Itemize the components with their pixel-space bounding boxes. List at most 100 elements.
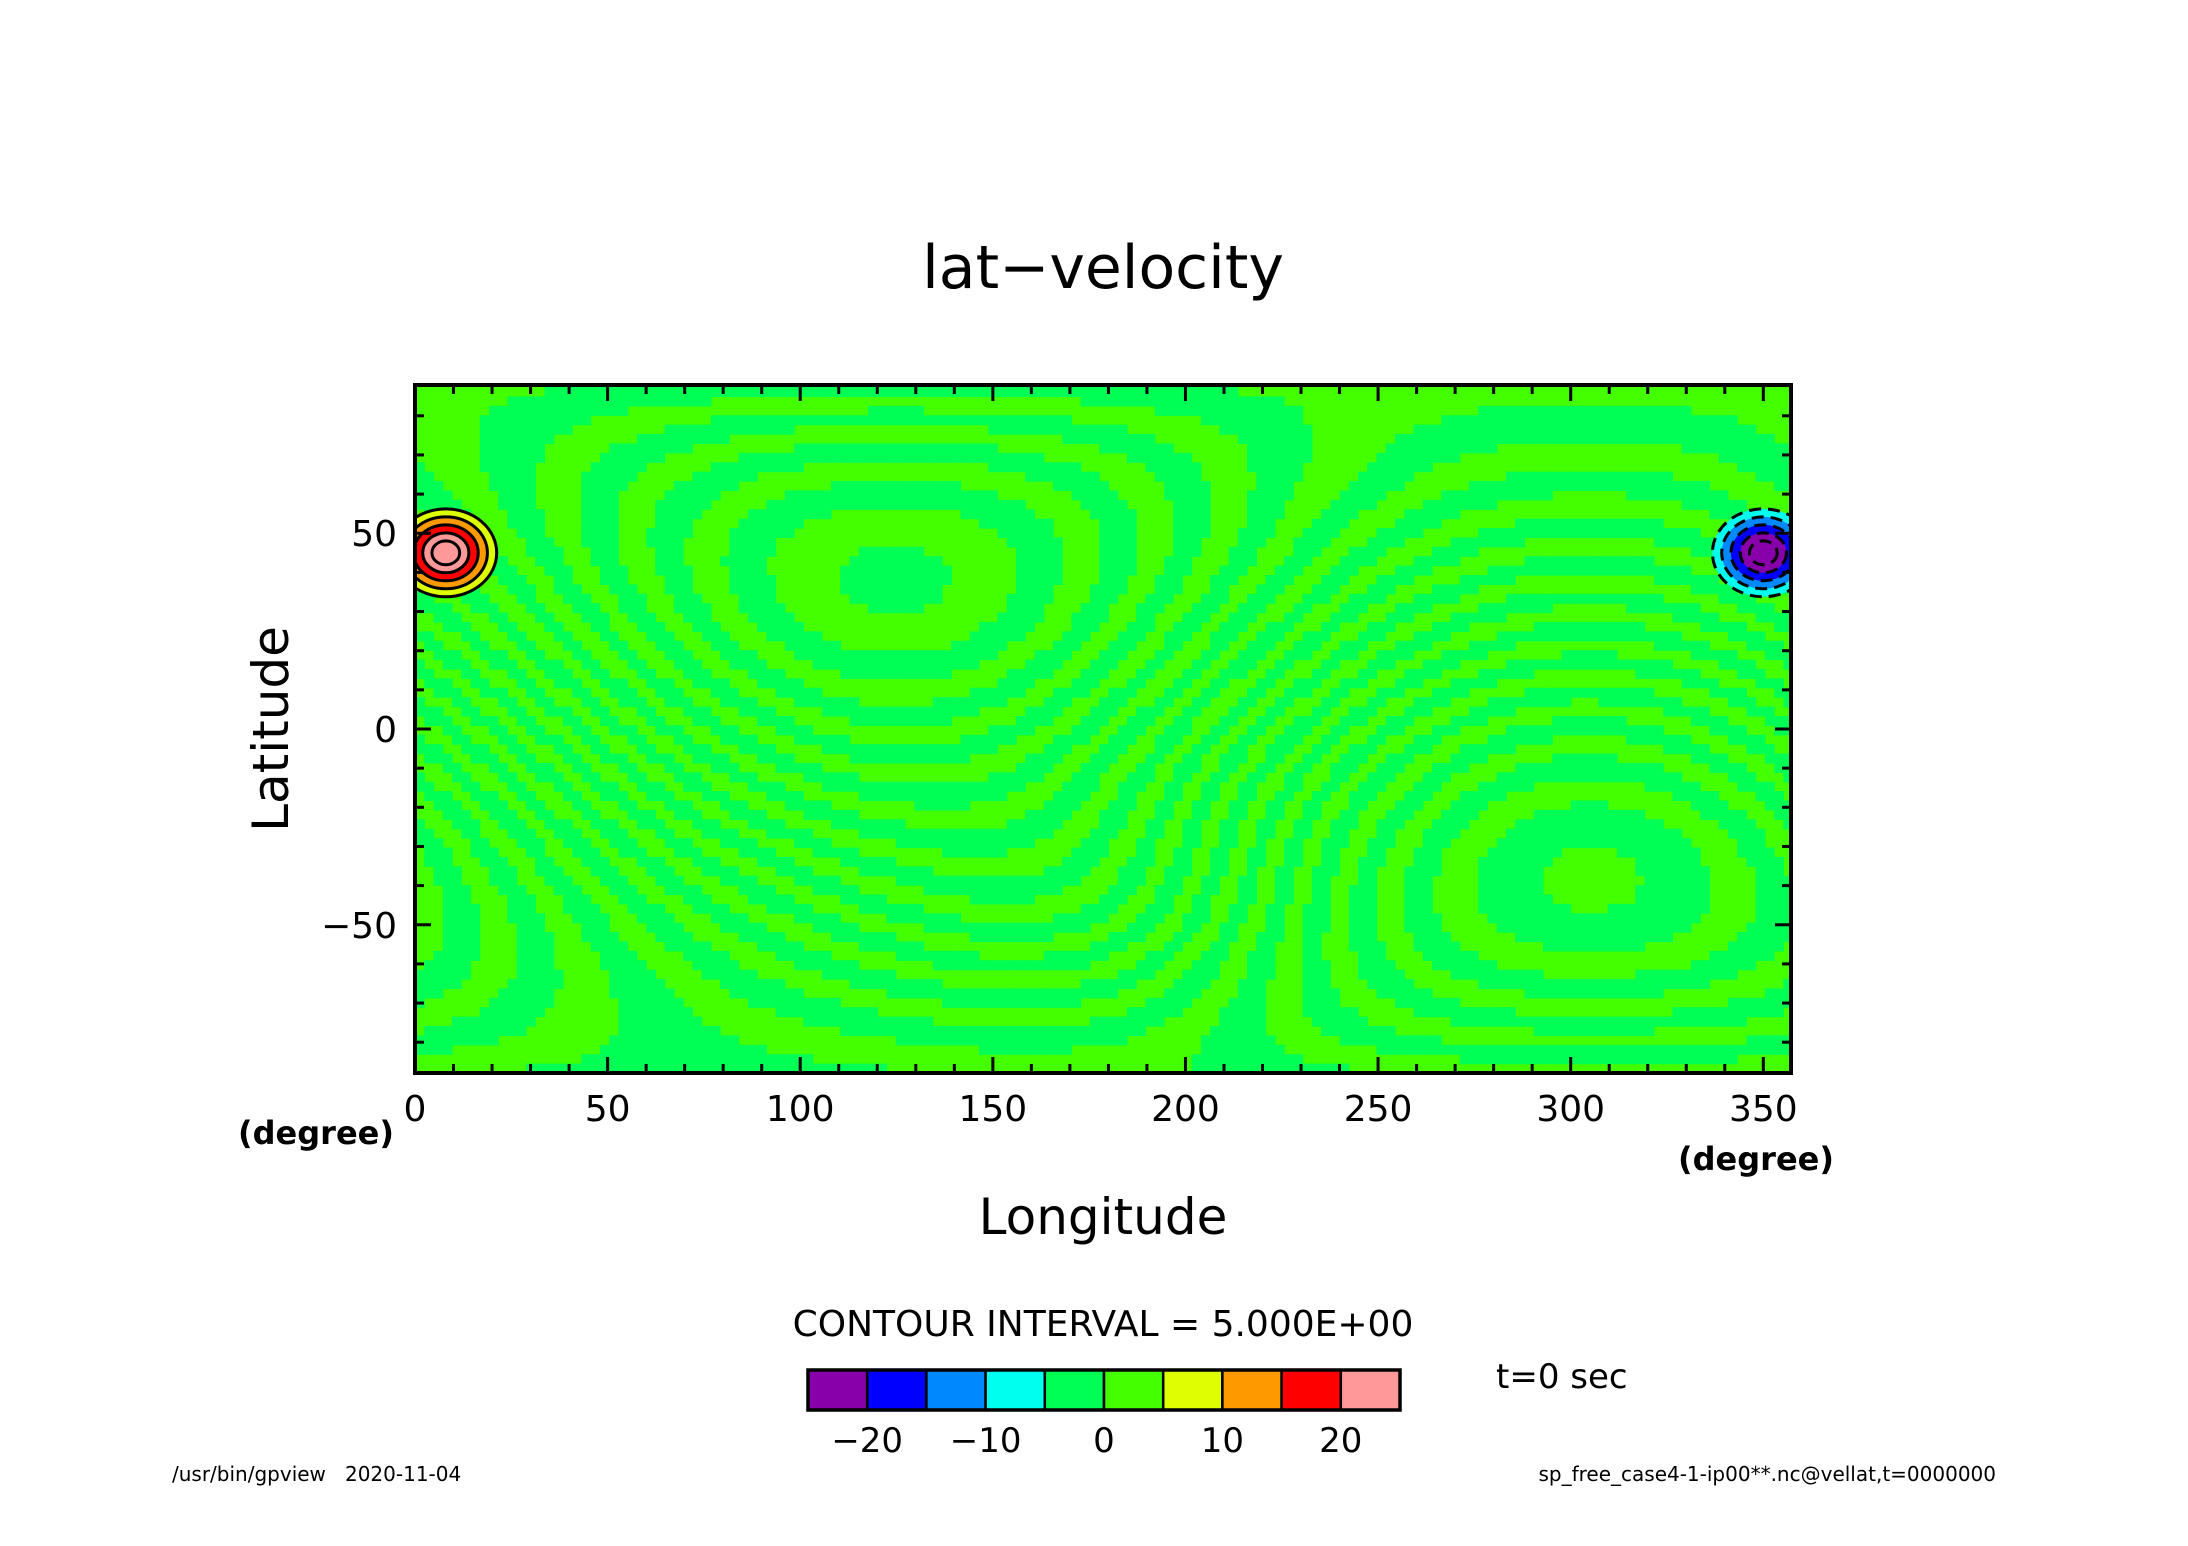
contour-band-cell <box>923 481 934 492</box>
contour-band-cell <box>599 706 610 717</box>
contour-band-cell <box>1126 631 1137 642</box>
contour-band-cell <box>1321 913 1331 924</box>
contour-band-cell <box>1358 950 1368 961</box>
contour-band-cell <box>498 1007 509 1018</box>
contour-band-cell <box>1598 979 1609 990</box>
contour-band-cell <box>1256 1054 1267 1065</box>
contour-band-cell <box>525 546 536 557</box>
contour-band-cell <box>1293 405 1304 416</box>
contour-band-cell <box>794 997 804 1008</box>
contour-band-cell <box>1598 809 1609 820</box>
contour-band-cell <box>1219 950 1230 961</box>
contour-band-cell <box>1339 1063 1350 1073</box>
contour-band-cell <box>1579 481 1590 492</box>
contour-band-cell <box>609 950 620 961</box>
contour-band-cell <box>757 528 767 539</box>
contour-band-cell <box>516 434 527 445</box>
contour-band-cell <box>766 593 777 604</box>
contour-band-cell <box>1635 838 1646 849</box>
contour-band-cell <box>1154 603 1165 614</box>
contour-band-cell <box>905 481 915 492</box>
contour-band-cell <box>1099 753 1110 764</box>
contour-band-cell <box>784 894 795 905</box>
contour-band-cell <box>914 387 925 398</box>
contour-band-cell <box>1644 687 1655 698</box>
contour-band-cell <box>1533 1044 1544 1055</box>
contour-band-cell <box>618 969 629 980</box>
contour-band-cell <box>1635 856 1646 867</box>
contour-band-cell <box>1496 1007 1507 1018</box>
contour-band-cell <box>1265 443 1276 454</box>
contour-band-cell <box>997 415 1008 426</box>
contour-band-cell <box>821 697 832 708</box>
contour-band-cell <box>609 528 620 539</box>
contour-band-cell <box>701 856 712 867</box>
contour-band-cell <box>1080 734 1091 745</box>
contour-band-cell <box>1145 903 1156 914</box>
contour-band-cell <box>1626 424 1637 435</box>
contour-band-cell <box>1284 866 1294 877</box>
contour-band-cell <box>729 734 740 745</box>
contour-band-cell <box>553 424 564 435</box>
contour-band-cell <box>442 490 453 501</box>
contour-band-cell <box>1126 518 1137 529</box>
contour-band-cell <box>1025 715 1036 726</box>
contour-band-cell <box>1376 574 1387 585</box>
contour-band-cell <box>1256 988 1267 999</box>
contour-band-cell <box>1432 434 1442 445</box>
contour-band-cell <box>766 546 777 557</box>
contour-band-cell <box>1616 725 1627 736</box>
contour-band-cell <box>1117 725 1128 736</box>
contour-band-cell <box>1432 781 1442 792</box>
contour-band-cell <box>1006 499 1017 510</box>
contour-band-cell <box>1311 528 1322 539</box>
contour-band-cell <box>1247 960 1257 971</box>
contour-band-cell <box>692 509 703 520</box>
contour-band-cell <box>562 828 573 839</box>
contour-band-cell <box>1579 659 1590 670</box>
contour-band-cell <box>1182 509 1193 520</box>
contour-band-cell <box>1607 903 1618 914</box>
contour-band-cell <box>1552 556 1563 567</box>
contour-band-cell <box>784 753 795 764</box>
contour-band-cell <box>1062 875 1073 886</box>
contour-band-cell <box>1108 941 1119 952</box>
contour-band-cell <box>1043 762 1054 773</box>
contour-band-cell <box>1034 1035 1045 1046</box>
contour-band-cell <box>1043 960 1054 971</box>
contour-band-cell <box>1626 687 1637 698</box>
contour-band-cell <box>1515 969 1526 980</box>
contour-band-cell <box>1043 528 1054 539</box>
contour-band-cell <box>562 574 573 585</box>
contour-band-cell <box>1256 528 1267 539</box>
contour-band-cell <box>1487 640 1498 651</box>
contour-band-cell <box>1052 574 1063 585</box>
contour-band-cell <box>941 415 952 426</box>
contour-band-cell <box>544 405 555 416</box>
contour-band-cell <box>1293 828 1304 839</box>
contour-band-cell <box>831 734 841 745</box>
contour-band-cell <box>1311 969 1322 980</box>
contour-band-cell <box>914 1026 925 1037</box>
contour-band-cell <box>1589 650 1600 661</box>
contour-band-cell <box>1570 565 1581 576</box>
contour-band-cell <box>590 490 601 501</box>
contour-band-cell <box>1533 894 1544 905</box>
contour-band-cell <box>858 499 869 510</box>
contour-band-cell <box>738 800 749 811</box>
contour-band-cell <box>1173 715 1183 726</box>
contour-band-cell <box>1089 988 1100 999</box>
contour-band-cell <box>803 950 814 961</box>
contour-band-cell <box>1570 434 1581 445</box>
contour-band-cell <box>923 668 934 679</box>
contour-band-cell <box>599 960 610 971</box>
contour-band-cell <box>1219 941 1230 952</box>
contour-band-cell <box>553 828 564 839</box>
contour-band-cell <box>1579 424 1590 435</box>
contour-band-cell <box>470 593 481 604</box>
contour-band-cell <box>1071 434 1082 445</box>
contour-band-cell <box>1478 903 1489 914</box>
contour-band-cell <box>1450 687 1461 698</box>
contour-band-cell <box>1524 603 1535 614</box>
contour-band-cell <box>1468 650 1479 661</box>
